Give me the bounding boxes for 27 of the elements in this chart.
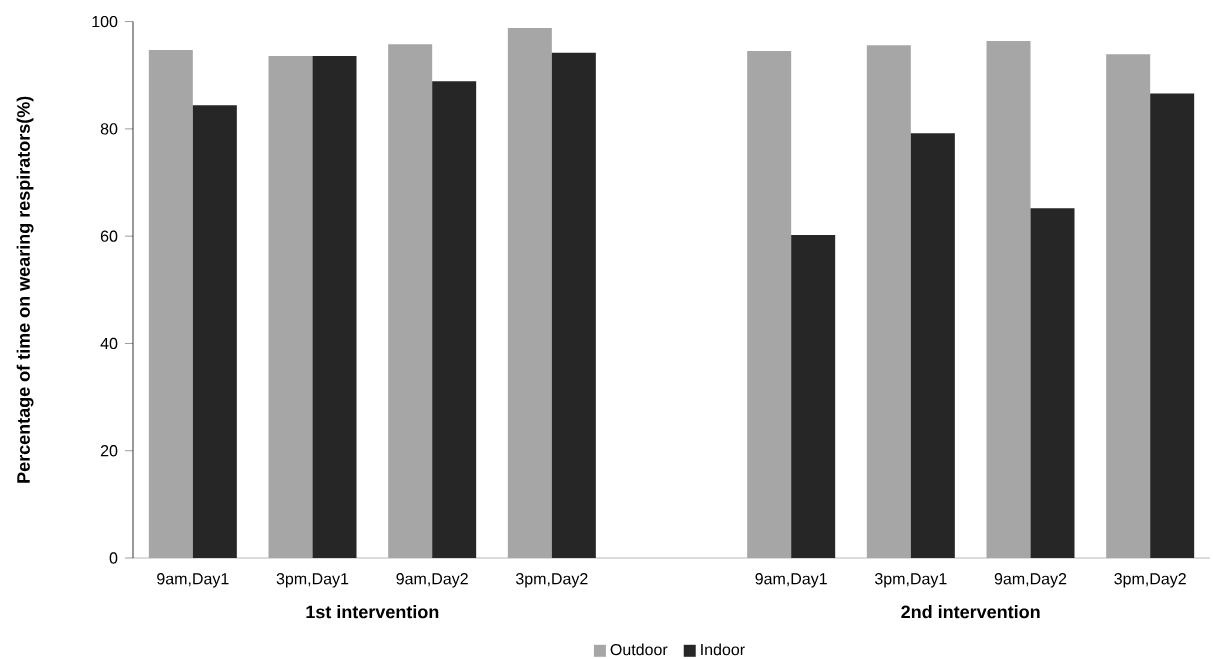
x-tick-label: 3pm,Day1 [874, 573, 947, 588]
y-tick-label: 60 [100, 230, 118, 242]
bar [312, 55, 357, 558]
bar [192, 105, 237, 558]
bar [791, 235, 836, 558]
x-tick-label: 9am,Day1 [755, 573, 827, 588]
x-tick-label: 9am,Day2 [396, 573, 468, 588]
y-tick-label: 80 [100, 123, 118, 135]
x-tick-label: 9am,Day2 [994, 573, 1067, 588]
x-tick-label: 3pm,Day2 [515, 573, 588, 588]
y-tick-label: 40 [100, 337, 118, 350]
legend-label: Outdoor [610, 643, 668, 656]
text: 1st intervention [306, 605, 439, 619]
x-tick-label: 9am,Day1 [157, 573, 229, 588]
y-tick-label: 100 [92, 15, 118, 28]
y-tick-label: 0 [109, 552, 118, 564]
bar [551, 52, 596, 558]
x-tick-label: 3pm,Day2 [1114, 573, 1186, 588]
bar [1030, 208, 1075, 558]
x-tick-label: 3pm,Day1 [276, 573, 349, 588]
text: 2nd intervention [901, 605, 1040, 619]
y-tick-label: 20 [100, 445, 118, 457]
bar [1150, 93, 1195, 558]
legend-label: Indoor [701, 643, 745, 656]
bar [432, 81, 477, 558]
y-axis-title: Percentage of time on wearing respirators(%) [16, 96, 34, 483]
bar [910, 133, 955, 558]
